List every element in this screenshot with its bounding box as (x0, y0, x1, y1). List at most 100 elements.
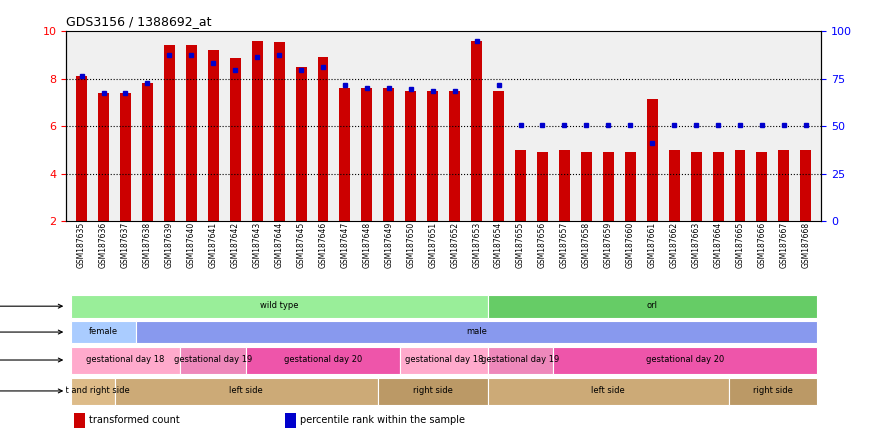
Bar (646, 99, 658, 222)
Text: percentile rank within the sample: percentile rank within the sample (300, 415, 465, 425)
Bar (493, 91, 504, 222)
Text: right side: right side (753, 386, 793, 395)
Bar (274, 42, 284, 222)
Bar (230, 59, 241, 222)
Text: GSM187652: GSM187652 (450, 222, 459, 268)
Text: gender: gender (0, 327, 62, 337)
Bar (581, 152, 592, 222)
Bar (405, 91, 416, 222)
Text: transformed count: transformed count (89, 415, 179, 425)
Bar (120, 93, 131, 222)
Text: gestational day 20: gestational day 20 (283, 355, 362, 364)
Bar (757, 152, 767, 222)
Bar (98, 93, 109, 222)
FancyBboxPatch shape (180, 347, 246, 374)
Text: GSM187637: GSM187637 (121, 222, 130, 268)
Text: GSM187661: GSM187661 (648, 222, 657, 268)
Text: GSM187645: GSM187645 (297, 222, 306, 268)
Bar (142, 83, 153, 222)
FancyBboxPatch shape (246, 347, 400, 374)
Bar (164, 45, 175, 222)
Bar (625, 152, 636, 222)
Text: GSM187649: GSM187649 (384, 222, 393, 268)
Text: GSM187654: GSM187654 (494, 222, 503, 268)
Text: GSM187664: GSM187664 (713, 222, 722, 268)
Text: GSM187651: GSM187651 (428, 222, 437, 268)
Bar (285, 412, 297, 428)
Text: GSM187667: GSM187667 (780, 222, 789, 268)
FancyBboxPatch shape (378, 378, 487, 405)
Text: left and right side: left and right side (55, 386, 130, 395)
Text: GSM187646: GSM187646 (319, 222, 328, 268)
Text: GSM187660: GSM187660 (626, 222, 635, 268)
Text: left side: left side (230, 386, 263, 395)
Bar (800, 150, 811, 222)
Text: GSM187668: GSM187668 (802, 222, 811, 268)
Text: GSM187639: GSM187639 (165, 222, 174, 268)
FancyBboxPatch shape (71, 347, 180, 374)
Text: GSM187663: GSM187663 (691, 222, 700, 268)
Bar (252, 40, 262, 222)
Bar (383, 88, 395, 222)
Text: GSM187644: GSM187644 (275, 222, 283, 268)
Text: wild type: wild type (260, 301, 298, 310)
FancyBboxPatch shape (115, 378, 378, 405)
Text: female: female (89, 327, 118, 336)
Text: orl: orl (646, 301, 658, 310)
Text: other: other (0, 386, 62, 396)
Bar (691, 152, 702, 222)
FancyBboxPatch shape (487, 378, 729, 405)
Text: gestational day 20: gestational day 20 (646, 355, 724, 364)
Text: GSM187640: GSM187640 (187, 222, 196, 268)
Text: strain: strain (0, 301, 62, 311)
FancyBboxPatch shape (487, 295, 817, 318)
Text: GSM187642: GSM187642 (230, 222, 239, 268)
Bar (537, 152, 548, 222)
Bar (318, 57, 328, 222)
Text: GDS3156 / 1388692_at: GDS3156 / 1388692_at (66, 16, 212, 28)
Text: GSM187648: GSM187648 (362, 222, 372, 268)
Text: left side: left side (592, 386, 625, 395)
Text: age: age (0, 355, 62, 365)
Text: male: male (466, 327, 487, 336)
Bar (779, 150, 789, 222)
Bar (74, 412, 85, 428)
Bar (735, 150, 745, 222)
Bar (472, 40, 482, 222)
Text: GSM187662: GSM187662 (669, 222, 679, 268)
Bar (668, 150, 680, 222)
Bar (559, 150, 570, 222)
Text: right side: right side (412, 386, 453, 395)
Text: gestational day 18: gestational day 18 (87, 355, 164, 364)
Text: GSM187657: GSM187657 (560, 222, 569, 268)
Bar (296, 67, 306, 222)
Text: GSM187653: GSM187653 (472, 222, 481, 268)
Text: GSM187638: GSM187638 (143, 222, 152, 268)
Bar (185, 45, 197, 222)
Text: gestational day 18: gestational day 18 (404, 355, 483, 364)
Text: GSM187643: GSM187643 (253, 222, 261, 268)
FancyBboxPatch shape (400, 347, 487, 374)
FancyBboxPatch shape (137, 321, 817, 343)
FancyBboxPatch shape (487, 347, 554, 374)
Bar (361, 88, 373, 222)
Bar (713, 152, 723, 222)
Bar (427, 91, 438, 222)
FancyBboxPatch shape (554, 347, 817, 374)
Text: GSM187635: GSM187635 (77, 222, 86, 268)
Text: GSM187636: GSM187636 (99, 222, 108, 268)
Text: GSM187655: GSM187655 (516, 222, 525, 268)
Bar (515, 150, 526, 222)
FancyBboxPatch shape (71, 295, 487, 318)
Text: GSM187650: GSM187650 (406, 222, 415, 268)
Bar (603, 152, 614, 222)
FancyBboxPatch shape (71, 378, 115, 405)
Text: gestational day 19: gestational day 19 (481, 355, 560, 364)
Bar (208, 50, 219, 222)
Text: GSM187665: GSM187665 (736, 222, 744, 268)
Bar (76, 76, 87, 222)
Text: GSM187656: GSM187656 (538, 222, 547, 268)
Text: GSM187641: GSM187641 (208, 222, 218, 268)
Text: GSM187647: GSM187647 (341, 222, 350, 268)
FancyBboxPatch shape (71, 321, 137, 343)
